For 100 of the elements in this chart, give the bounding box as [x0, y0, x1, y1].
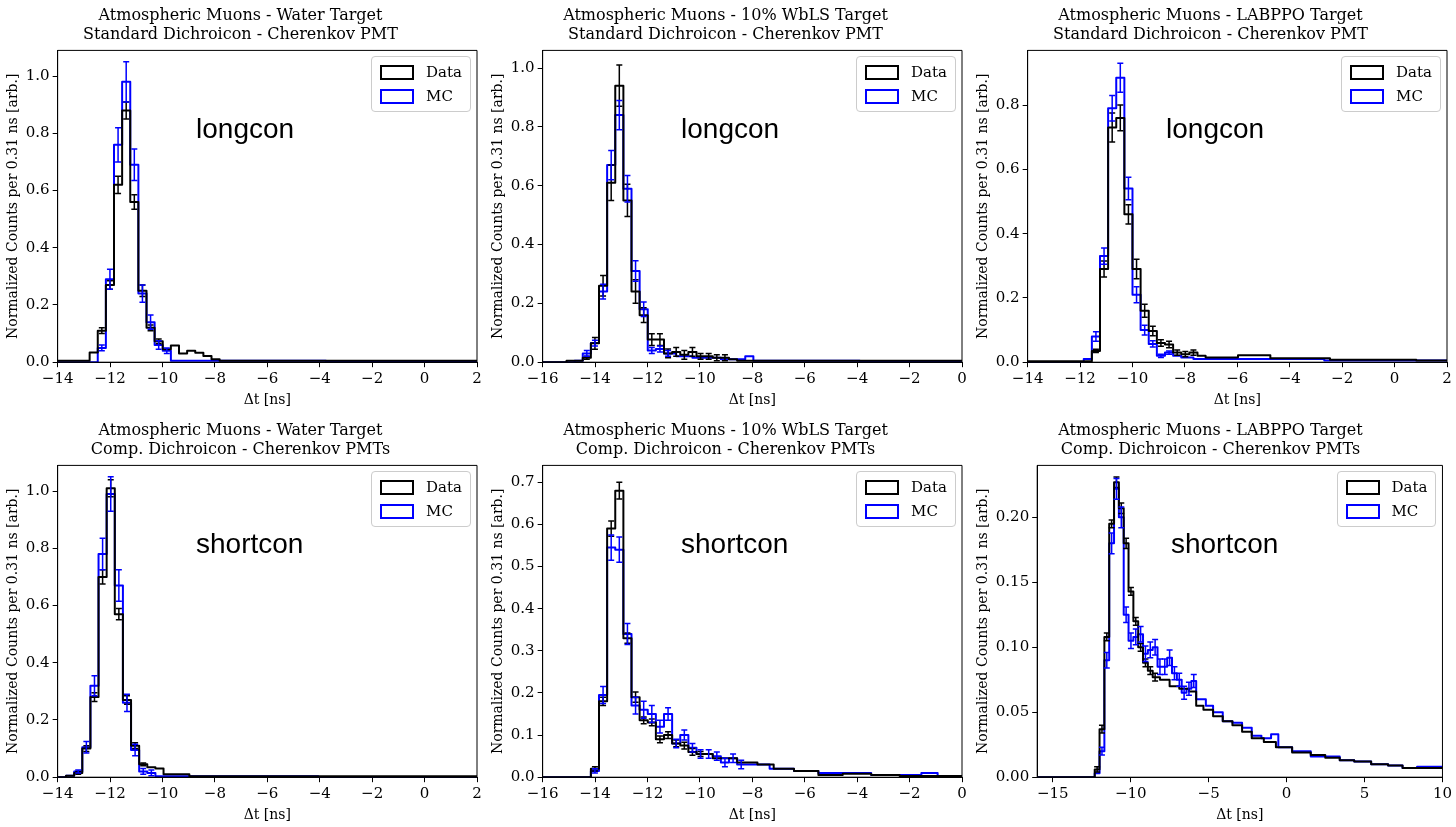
- y-tick-label: 1.0: [25, 481, 50, 500]
- x-tick-label: −14: [579, 784, 611, 803]
- legend-label: MC: [911, 502, 938, 521]
- y-tick-label: 0.00: [995, 767, 1030, 786]
- legend-label: Data: [426, 63, 462, 82]
- y-tick-label: 0.2: [510, 293, 535, 312]
- x-tick-label: −10: [684, 784, 716, 803]
- x-tick-label: −12: [631, 784, 664, 803]
- legend-label: MC: [426, 87, 453, 106]
- y-axis-title: Normalized Counts per 0.31 ns [arb.]: [4, 488, 21, 755]
- y-tick-label: 0.5: [510, 556, 535, 575]
- legend-label: Data: [1391, 478, 1428, 497]
- x-tick-label: −8: [203, 369, 226, 388]
- y-tick-label: 0.6: [995, 159, 1020, 178]
- chart-subtitle: Standard Dichroicon - Cherenkov PMT: [1053, 23, 1369, 43]
- chart-title: Atmospheric Muons - Water Target: [97, 4, 384, 24]
- legend-label: MC: [1396, 87, 1423, 106]
- chart-title: Atmospheric Muons - Water Target: [97, 419, 384, 439]
- x-tick-label: −4: [1278, 369, 1301, 388]
- y-tick-label: 0.2: [25, 294, 50, 313]
- y-tick-label: 0.15: [995, 572, 1030, 591]
- chart-subtitle: Comp. Dichroicon - Cherenkov PMTs: [90, 438, 391, 458]
- y-tick-label: 0.0: [510, 352, 535, 371]
- y-axis-title: Normalized Counts per 0.31 ns [arb.]: [4, 73, 21, 340]
- chart-title: Atmospheric Muons - 10% WbLS Target: [562, 419, 889, 439]
- x-tick-label: −15: [1036, 784, 1069, 803]
- x-tick-label: −8: [1173, 369, 1196, 388]
- x-tick-label: −8: [741, 369, 764, 388]
- annotation: longcon: [196, 112, 295, 145]
- x-tick-label: 2: [1442, 369, 1452, 388]
- x-tick-label: −4: [308, 369, 331, 388]
- y-tick-label: 0.20: [995, 507, 1030, 526]
- y-tick-label: 0.6: [510, 514, 535, 533]
- y-tick-label: 0.3: [510, 640, 535, 659]
- y-tick-label: 0.7: [510, 472, 535, 491]
- y-tick-label: 0.8: [25, 123, 50, 142]
- x-tick-label: −10: [1116, 369, 1149, 388]
- x-tick-label: −2: [361, 784, 384, 803]
- annotation: shortcon: [1170, 527, 1279, 560]
- x-tick-label: 2: [472, 784, 482, 803]
- x-tick-label: −8: [741, 784, 764, 803]
- legend-label: MC: [1391, 502, 1419, 521]
- x-tick-label: −6: [793, 369, 816, 388]
- y-tick-label: 0.10: [995, 637, 1030, 656]
- x-axis-title: Δt [ns]: [728, 391, 776, 408]
- chart-subtitle: Comp. Dichroicon - Cherenkov PMTs: [575, 438, 876, 458]
- x-tick-label: −2: [898, 369, 921, 388]
- y-tick-label: 0.4: [25, 237, 50, 256]
- x-tick-label: 0: [419, 784, 430, 803]
- y-axis-title: Normalized Counts per 0.31 ns [arb.]: [974, 488, 991, 755]
- x-tick-label: −10: [146, 369, 179, 388]
- x-tick-label: 2: [472, 369, 482, 388]
- x-tick-label: −6: [256, 369, 279, 388]
- x-axis-title: Δt [ns]: [1213, 391, 1261, 408]
- annotation: shortcon: [681, 527, 789, 560]
- y-tick-label: 0.6: [25, 180, 50, 199]
- y-tick-label: 0.8: [510, 116, 535, 135]
- x-tick-label: −16: [526, 784, 559, 803]
- legend-label: Data: [426, 478, 462, 497]
- x-tick-label: −6: [256, 784, 279, 803]
- y-tick-label: 0.0: [25, 767, 50, 786]
- legend-label: Data: [1396, 63, 1432, 82]
- x-tick-label: −4: [846, 369, 869, 388]
- chart-subtitle: Comp. Dichroicon - Cherenkov PMTs: [1060, 438, 1361, 458]
- y-tick-label: 1.0: [510, 57, 535, 76]
- x-tick-label: −10: [684, 369, 716, 388]
- y-tick-label: 0.6: [510, 175, 535, 194]
- x-tick-label: −14: [579, 369, 611, 388]
- x-tick-label: 0: [1281, 784, 1292, 803]
- x-axis-title: Δt [ns]: [728, 806, 776, 823]
- y-tick-label: 1.0: [25, 66, 50, 85]
- x-tick-label: −14: [1011, 369, 1044, 388]
- x-tick-label: −12: [1064, 369, 1096, 388]
- annotation: shortcon: [196, 527, 304, 560]
- x-tick-label: 0: [957, 369, 967, 388]
- x-tick-label: −12: [631, 369, 664, 388]
- y-axis-title: Normalized Counts per 0.31 ns [arb.]: [974, 73, 991, 340]
- x-tick-label: −14: [41, 369, 74, 388]
- y-tick-label: 0.6: [25, 595, 50, 614]
- y-tick-label: 0.4: [510, 598, 535, 617]
- y-tick-label: 0.0: [510, 767, 535, 786]
- y-tick-label: 0.1: [510, 724, 535, 743]
- x-tick-label: −2: [1331, 369, 1354, 388]
- x-tick-label: −2: [361, 369, 384, 388]
- x-tick-label: −10: [146, 784, 179, 803]
- y-tick-label: 0.4: [510, 234, 535, 253]
- annotation: longcon: [1166, 112, 1265, 145]
- x-axis-title: Δt [ns]: [243, 391, 291, 408]
- x-tick-label: −6: [793, 784, 816, 803]
- x-tick-label: −6: [1226, 369, 1249, 388]
- legend-label: MC: [911, 87, 938, 106]
- legend-label: MC: [426, 502, 453, 521]
- y-tick-label: 0.4: [25, 652, 50, 671]
- x-tick-label: 0: [419, 369, 430, 388]
- x-tick-label: −5: [1197, 784, 1220, 803]
- x-tick-label: 10: [1432, 784, 1452, 803]
- chart-title: Atmospheric Muons - 10% WbLS Target: [562, 4, 889, 24]
- chart-title: Atmospheric Muons - LABPPO Target: [1057, 419, 1364, 439]
- chart-subtitle: Standard Dichroicon - Cherenkov PMT: [83, 23, 399, 43]
- x-tick-label: 5: [1359, 784, 1370, 803]
